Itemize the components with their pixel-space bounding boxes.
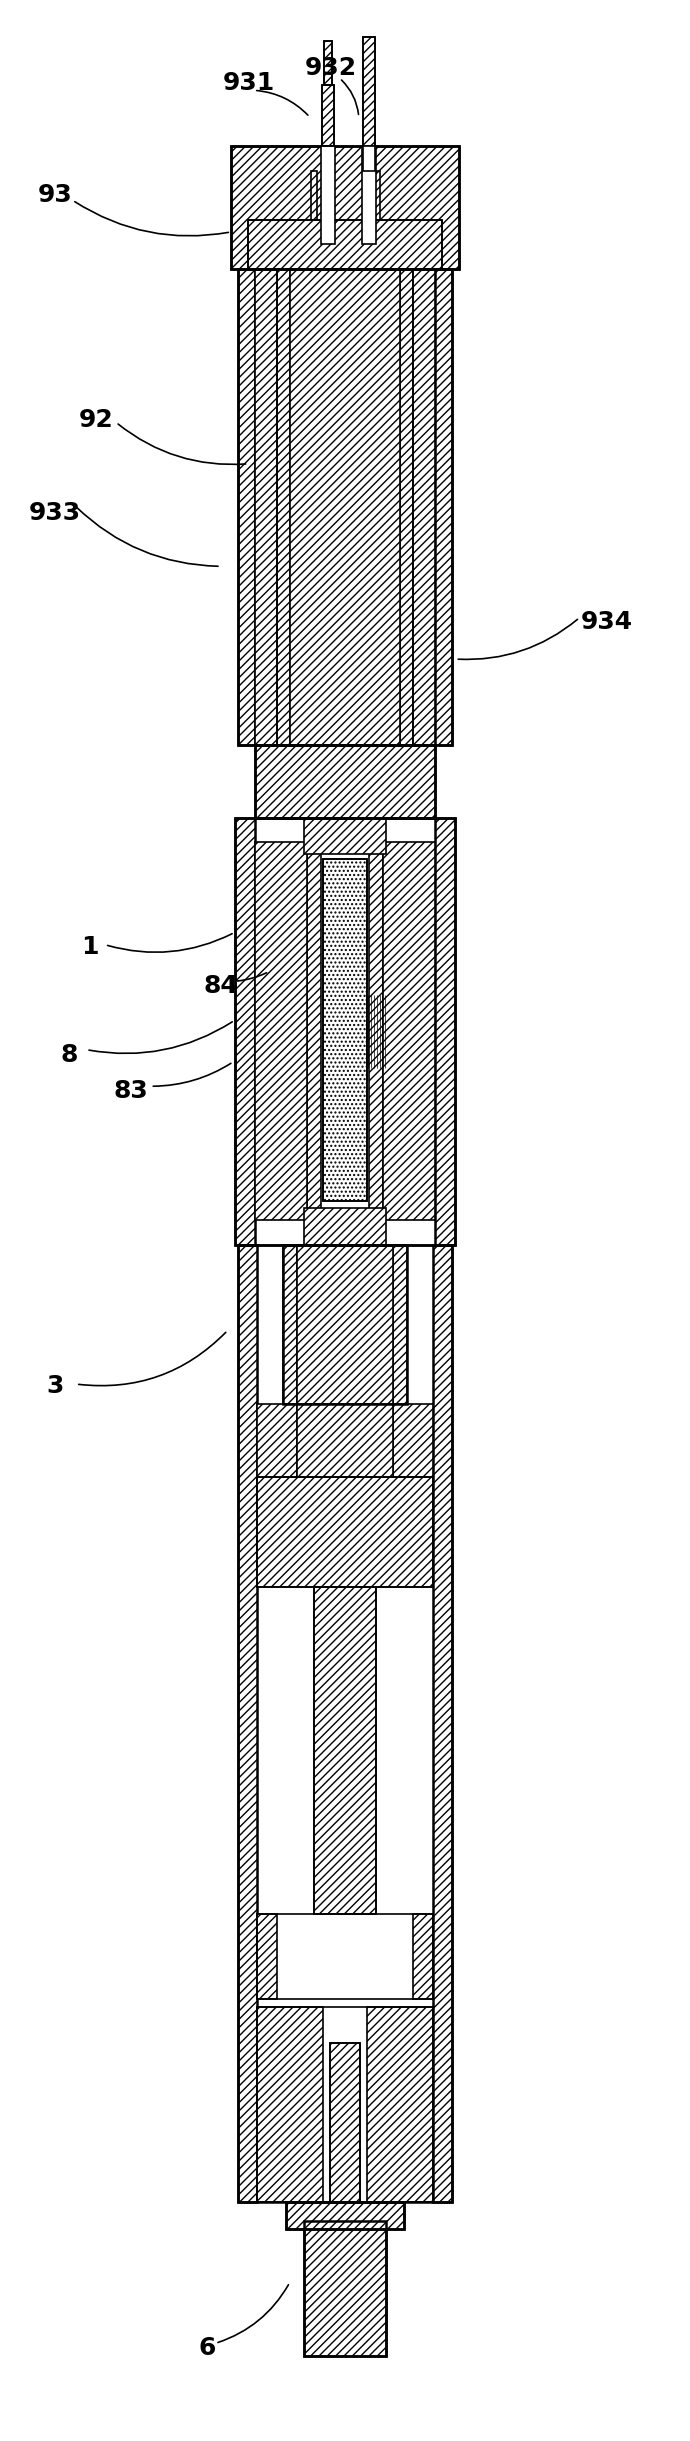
Text: 932: 932 xyxy=(305,56,357,81)
Bar xyxy=(435,818,455,1245)
Bar xyxy=(297,1245,393,1404)
Bar xyxy=(257,1914,433,1999)
Bar xyxy=(277,269,413,745)
Bar xyxy=(257,2007,433,2202)
Text: 1: 1 xyxy=(81,935,99,959)
Bar xyxy=(314,1587,376,1914)
Text: 3: 3 xyxy=(46,1374,64,1399)
Bar xyxy=(304,2221,386,2356)
Bar xyxy=(277,269,290,745)
Bar xyxy=(314,1587,376,1914)
Bar xyxy=(413,1914,433,1999)
Bar xyxy=(238,269,452,745)
Bar xyxy=(362,146,376,244)
Bar xyxy=(257,2007,323,2202)
Bar xyxy=(330,2043,360,2202)
Bar xyxy=(283,1245,297,1404)
Bar xyxy=(257,1404,297,1477)
Bar xyxy=(393,1245,407,1404)
Text: 6: 6 xyxy=(198,2336,216,2360)
Bar xyxy=(304,818,386,854)
Bar xyxy=(310,171,317,269)
Bar xyxy=(238,1245,257,2202)
Text: 92: 92 xyxy=(79,408,114,432)
Bar xyxy=(383,842,435,1220)
Bar xyxy=(290,269,400,745)
Bar xyxy=(323,859,367,1201)
Bar xyxy=(435,269,452,745)
Text: 933: 933 xyxy=(29,500,81,525)
Bar xyxy=(324,41,332,85)
Bar xyxy=(322,85,334,146)
Text: 83: 83 xyxy=(114,1079,148,1103)
Bar xyxy=(400,269,413,745)
Text: 84: 84 xyxy=(204,974,238,998)
Bar xyxy=(231,146,459,269)
Bar xyxy=(369,842,383,1220)
Bar xyxy=(330,2043,360,2202)
Bar xyxy=(286,2202,404,2229)
Bar xyxy=(257,1914,277,1999)
Bar xyxy=(324,1587,335,1914)
Bar xyxy=(297,1404,393,1477)
Bar xyxy=(322,85,334,146)
Bar xyxy=(255,745,435,818)
Bar xyxy=(304,2221,386,2356)
Bar xyxy=(231,146,459,269)
Bar xyxy=(363,37,375,171)
Bar xyxy=(235,818,255,1245)
Bar xyxy=(413,269,435,745)
Bar xyxy=(323,859,367,1201)
Bar xyxy=(248,220,442,269)
Bar xyxy=(255,269,277,745)
Bar xyxy=(355,1587,366,1914)
Bar xyxy=(248,220,442,269)
Bar xyxy=(363,37,375,171)
Bar xyxy=(255,842,307,1220)
Text: 934: 934 xyxy=(581,610,633,635)
Bar xyxy=(367,2007,433,2202)
Bar xyxy=(393,1404,433,1477)
Bar xyxy=(433,1245,452,2202)
Bar xyxy=(304,1208,386,1245)
Bar xyxy=(373,171,380,269)
Bar xyxy=(324,41,332,85)
Bar xyxy=(238,269,255,745)
Bar xyxy=(257,1477,433,1587)
Bar xyxy=(283,1245,407,1404)
Bar xyxy=(307,842,321,1220)
Bar xyxy=(238,1245,452,2202)
Bar xyxy=(286,2202,404,2229)
Bar xyxy=(235,818,455,1245)
Text: 8: 8 xyxy=(60,1042,78,1067)
Text: 93: 93 xyxy=(38,183,72,207)
Bar xyxy=(255,745,435,818)
Bar xyxy=(321,146,335,244)
Text: 931: 931 xyxy=(222,71,275,95)
Bar xyxy=(257,1477,433,1587)
